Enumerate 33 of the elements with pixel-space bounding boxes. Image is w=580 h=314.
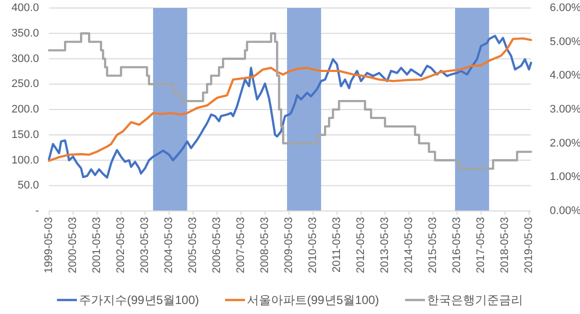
y-tick-label: 100.0	[11, 154, 39, 166]
x-tick-label: 2014-05-03	[403, 217, 416, 274]
y-tick-label: 400.0	[11, 2, 39, 14]
x-tick-label: 2007-05-03	[235, 217, 248, 274]
x-tick-label: 2003-05-03	[139, 217, 152, 274]
y-tick-label: 350.0	[11, 27, 39, 40]
y-tick-label: 250.0	[11, 78, 39, 90]
x-tick-label: 2008-05-03	[259, 217, 272, 274]
x-tick-label: 2005-05-03	[187, 217, 200, 274]
x-tick-label: 2016-05-03	[451, 217, 464, 274]
x-tick-label: 2018-05-03	[499, 217, 512, 274]
y-tick-label: 200.0	[11, 104, 39, 116]
x-tick-label: 2004-05-03	[163, 217, 176, 274]
x-tick-label: 2013-05-03	[379, 217, 392, 274]
x-tick-label: 2017-05-03	[475, 217, 488, 274]
x-tick-label: 2011-05-03	[331, 217, 344, 272]
x-tick-label: 2010-05-03	[307, 217, 320, 274]
x-tick-label: 2006-05-03	[211, 217, 224, 274]
x-tick-label: 2001-05-03	[91, 217, 104, 274]
x-tick-label: 2015-05-03	[427, 217, 440, 274]
x-tick-label: 2012-05-03	[355, 217, 368, 274]
y-tick-label: 300.0	[11, 52, 39, 65]
x-tick-label: 2009-05-03	[283, 217, 296, 274]
x-tick-label: 2019-05-03	[523, 217, 536, 274]
legend-label: 주가지수(99년5월100)	[78, 293, 199, 307]
x-tick-label: 1999-05-03	[43, 217, 56, 274]
x-tick-label: 2002-05-03	[115, 217, 128, 274]
y-tick-label: -	[35, 205, 40, 217]
y-tick-label: 150.0	[11, 128, 39, 141]
legend-label: 서울아파트(99년5월100)	[247, 293, 380, 307]
x-tick-label: 2000-05-03	[67, 217, 80, 274]
y-tick-label: 50.0	[18, 180, 39, 192]
legend-label: 한국은행기준금리	[427, 293, 524, 307]
